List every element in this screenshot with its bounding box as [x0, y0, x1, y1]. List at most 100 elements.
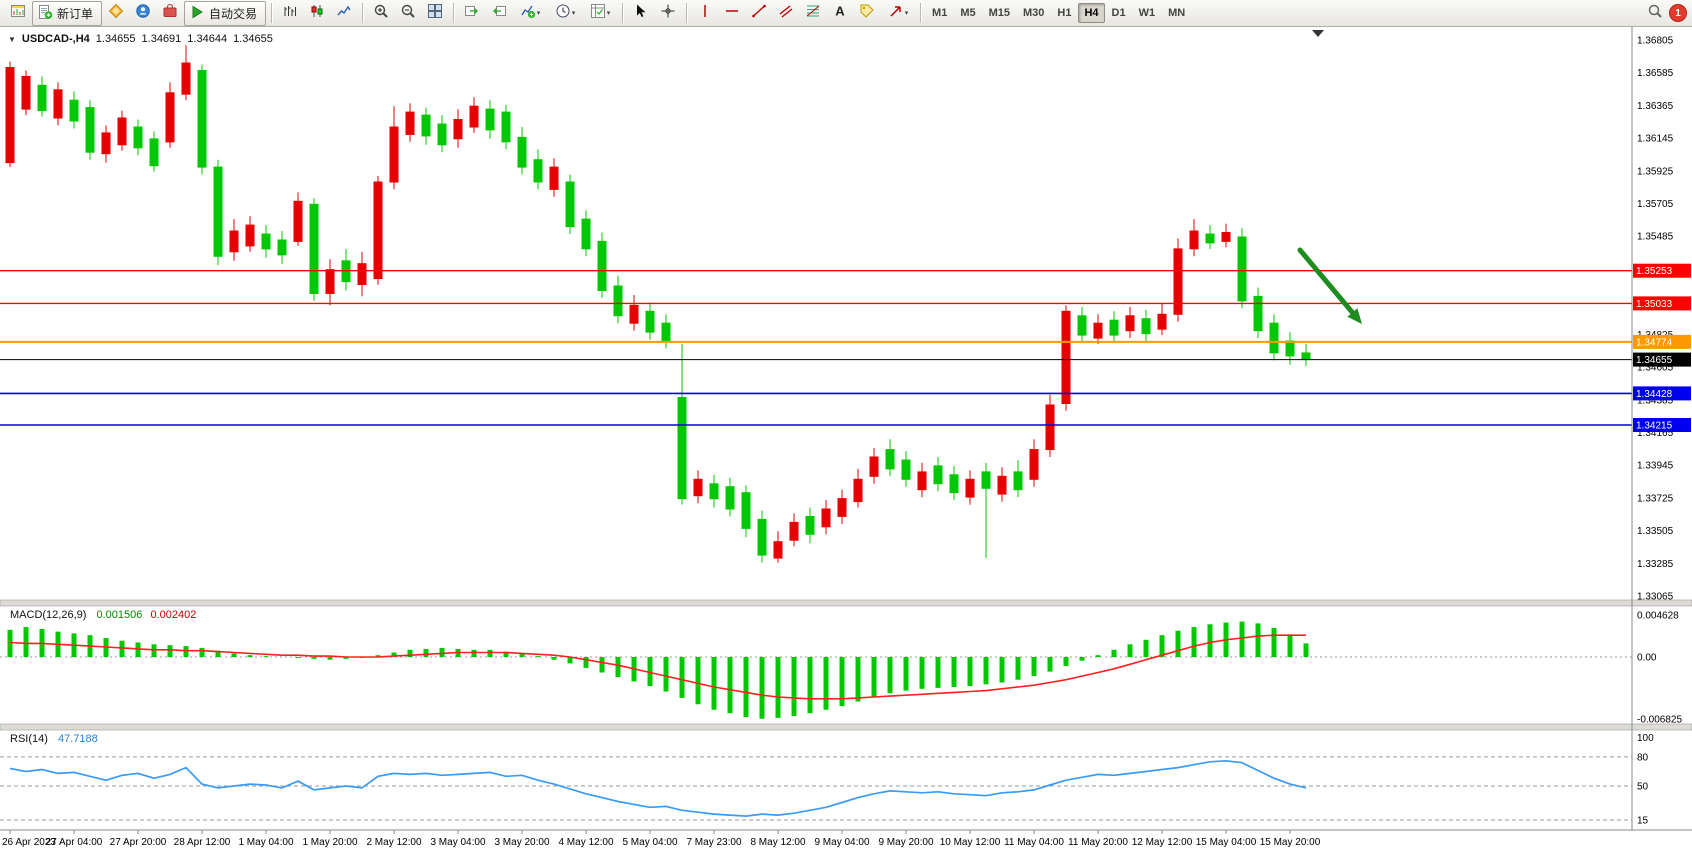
notification-badge[interactable]: 1	[1669, 4, 1687, 22]
candle	[1141, 309, 1151, 341]
fibonacci-icon[interactable]	[800, 1, 826, 25]
horizontal-line-icon[interactable]	[719, 1, 745, 25]
line-chart-icon	[336, 3, 352, 24]
timeframe-mn[interactable]: MN	[1168, 7, 1186, 19]
candle	[261, 225, 271, 258]
zoom-out-icon[interactable]	[395, 1, 421, 25]
candle	[357, 251, 367, 297]
price-tick: 1.34605	[1637, 363, 1674, 374]
time-tick: 10 May 12:00	[940, 837, 1001, 848]
metaquotes-icon[interactable]	[103, 1, 129, 25]
periods-dropdown[interactable]: ▾	[548, 1, 582, 25]
zoom-in-icon[interactable]	[368, 1, 394, 25]
community-icon[interactable]	[130, 1, 156, 25]
templates-dropdown[interactable]: ▾	[583, 1, 617, 25]
timeframe-w1[interactable]: W1	[1138, 7, 1156, 19]
new-order-button[interactable]: 新订单	[32, 0, 103, 26]
candle	[213, 159, 223, 266]
auto-scroll-icon[interactable]	[459, 1, 485, 25]
horizontal-line-1.34774[interactable]: 1.34774	[0, 334, 1691, 349]
time-tick: 11 May 04:00	[1004, 837, 1064, 848]
candle	[1221, 223, 1231, 248]
horizontal-line-1.35033[interactable]: 1.35033	[0, 296, 1691, 311]
horizontal-line-1.34655[interactable]: 1.34655	[0, 352, 1691, 367]
label-icon[interactable]	[854, 1, 880, 25]
template-icon	[590, 3, 606, 24]
crosshair-icon[interactable]	[655, 1, 681, 25]
timeframe-m5[interactable]: M5	[960, 7, 976, 19]
candle	[805, 507, 815, 544]
candle	[1157, 303, 1167, 336]
candle	[421, 107, 431, 145]
text-icon[interactable]: A	[827, 1, 853, 25]
horizontal-line-1.34215[interactable]: 1.34215	[0, 418, 1691, 432]
candlestick-chart-icon[interactable]	[304, 1, 330, 25]
indicators-dropdown[interactable]: ▾	[513, 1, 547, 25]
candle	[325, 259, 335, 306]
line-chart-icon[interactable]	[331, 1, 357, 25]
panel-separator[interactable]	[0, 723, 1692, 731]
chart-shift-marker[interactable]	[1312, 30, 1324, 37]
price-tick: 1.36365	[1637, 101, 1674, 112]
timeframe-h4[interactable]: H4	[1078, 3, 1105, 23]
timeframe-m1[interactable]: M1	[932, 7, 948, 19]
toolbar: 新订单 自动交易 ▾ ▾ ▾ A ▾ M1 M5 M15 M30 H1 H4 D1 W1 MN 1	[0, 0, 1692, 27]
candle	[21, 70, 31, 116]
candle	[645, 302, 655, 340]
candle	[117, 110, 127, 151]
time-tick: 9 May 20:00	[878, 837, 933, 848]
market-icon[interactable]	[157, 1, 183, 25]
chevron-down-icon[interactable]: ▼	[8, 34, 16, 44]
time-tick: 15 May 04:00	[1196, 837, 1257, 848]
tile-windows-icon	[427, 3, 443, 24]
macd-panel: 0.004628 0.00 -0.006825	[0, 611, 1682, 726]
toolbar-separator	[686, 3, 688, 23]
chart-shift-icon	[491, 3, 507, 24]
new-order-button-label: 新订单	[57, 6, 94, 21]
candle	[533, 149, 543, 190]
panel-separator[interactable]	[0, 599, 1692, 607]
candle	[405, 103, 415, 142]
rsi-axis-tick: 100	[1637, 733, 1654, 744]
time-tick: 2 May 12:00	[366, 837, 421, 848]
candle	[709, 474, 719, 508]
candle	[1269, 314, 1279, 361]
timeframe-m30[interactable]: M30	[1023, 7, 1045, 19]
price-badge	[1633, 386, 1691, 401]
trendline-icon[interactable]	[746, 1, 772, 25]
text-icon: A	[832, 3, 848, 24]
toolbar-separator	[271, 3, 273, 23]
candle	[821, 500, 831, 535]
horizontal-line-1.35253[interactable]: 1.35253	[0, 263, 1691, 278]
search-icon[interactable]	[1642, 1, 1668, 25]
play-icon	[189, 4, 205, 23]
price-badge	[1633, 352, 1691, 367]
price-tick: 1.35705	[1637, 199, 1674, 210]
candle	[517, 127, 527, 175]
cursor-icon[interactable]	[628, 1, 654, 25]
chevron-down-icon: ▾	[606, 10, 611, 17]
new-chart-icon[interactable]	[5, 1, 31, 25]
time-tick: 5 May 04:00	[622, 837, 677, 848]
tile-windows-icon[interactable]	[422, 1, 448, 25]
toolbar-separator	[453, 3, 455, 23]
label-icon	[859, 3, 875, 24]
trend-arrow-annotation[interactable]	[1297, 247, 1362, 324]
chart-shift-icon[interactable]	[486, 1, 512, 25]
arrows-dropdown[interactable]: ▾	[881, 1, 915, 25]
horizontal-line-1.34428[interactable]: 1.34428	[0, 386, 1691, 401]
bar-chart-icon[interactable]	[277, 1, 303, 25]
price-badge-label: 1.34774	[1636, 337, 1673, 348]
candle	[101, 125, 111, 163]
vertical-line-icon[interactable]	[692, 1, 718, 25]
timeframe-m15[interactable]: M15	[988, 7, 1010, 19]
timeframe-d1[interactable]: D1	[1111, 7, 1126, 19]
candle	[389, 106, 399, 190]
macd-indicator-label: MACD(12,26,9) 0.001506 0.002402	[10, 609, 196, 621]
channel-icon[interactable]	[773, 1, 799, 25]
chevron-down-icon: ▾	[536, 10, 541, 17]
timeframe-h1[interactable]: H1	[1057, 7, 1072, 19]
autotrading-button[interactable]: 自动交易	[184, 0, 267, 26]
